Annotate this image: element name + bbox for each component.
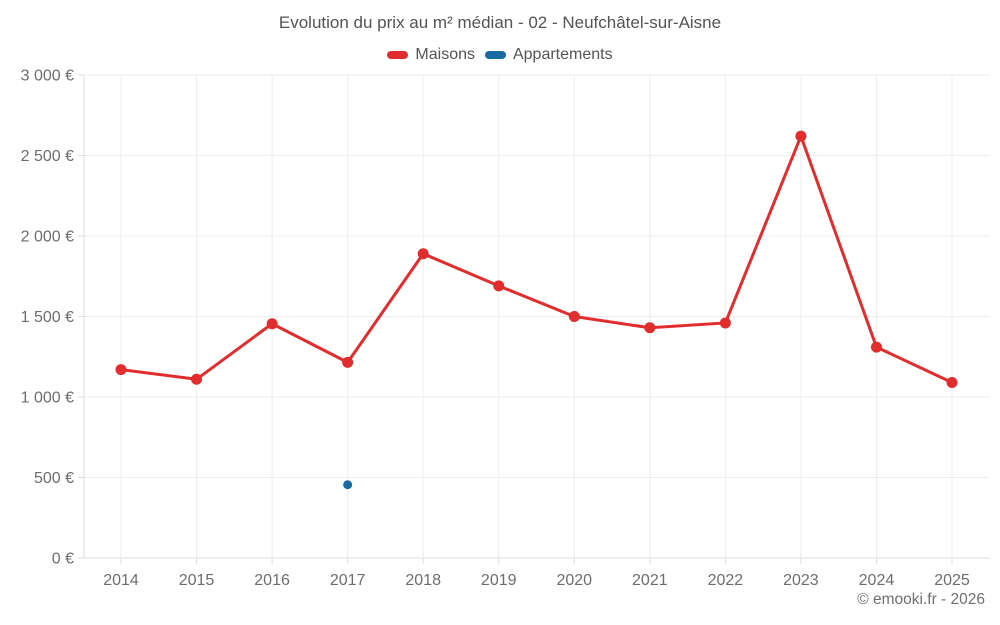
x-axis-tick-label: 2020 — [556, 572, 592, 589]
y-axis-tick-label: 2 500 € — [21, 148, 74, 165]
legend-swatch-maisons-icon — [387, 51, 409, 59]
series-line-maisons — [119, 134, 954, 385]
data-point-maisons-2025[interactable] — [946, 377, 958, 389]
x-axis-tick-label: 2024 — [859, 572, 895, 589]
chart-legend: Maisons Appartements — [0, 45, 1000, 65]
legend-label-maisons: Maisons — [415, 46, 475, 63]
x-axis-tick-label: 2021 — [632, 572, 668, 589]
data-point-maisons-2014[interactable] — [115, 364, 127, 376]
legend-item-maisons[interactable]: Maisons — [387, 46, 475, 64]
x-axis-tick-label: 2015 — [179, 572, 215, 589]
y-axis-tick-label: 2 000 € — [21, 229, 74, 246]
y-axis-tick-label: 0 € — [52, 551, 74, 568]
x-axis-tick-label: 2025 — [934, 572, 970, 589]
data-point-appartements-2017[interactable] — [343, 480, 353, 490]
y-axis-tick-label: 500 € — [34, 470, 74, 487]
legend-label-appartements: Appartements — [512, 46, 613, 63]
x-axis-tick-label: 2018 — [405, 572, 441, 589]
x-axis-tick-label: 2019 — [481, 572, 517, 589]
y-axis-tick-label: 1 500 € — [21, 309, 74, 326]
data-point-maisons-2020[interactable] — [568, 311, 580, 322]
x-axis-tick-label: 2016 — [254, 572, 290, 589]
y-axis-tick-label: 1 000 € — [21, 390, 74, 407]
x-axis-tick-label: 2022 — [708, 572, 744, 589]
chart-title: Evolution du prix au m² médian - 02 - Ne… — [278, 13, 722, 32]
data-point-maisons-2019[interactable] — [493, 280, 505, 292]
data-point-maisons-2023[interactable] — [795, 130, 807, 142]
copyright-text: © emooki.fr - 2026 — [857, 591, 985, 608]
legend-swatch-appartements-icon — [484, 51, 506, 59]
data-point-maisons-2018[interactable] — [417, 248, 429, 260]
x-axis-tick-label: 2014 — [103, 572, 139, 589]
y-axis-tick-label: 3 000 € — [21, 68, 74, 85]
data-point-maisons-2024[interactable] — [870, 341, 882, 353]
data-point-maisons-2022[interactable] — [719, 317, 731, 329]
data-point-maisons-2017[interactable] — [342, 356, 354, 368]
data-point-maisons-2021[interactable] — [644, 322, 656, 334]
x-axis-tick-label: 2017 — [330, 572, 366, 589]
legend-item-appartements[interactable]: Appartements — [484, 46, 613, 64]
data-point-maisons-2015[interactable] — [191, 373, 203, 385]
x-axis-tick-label: 2023 — [783, 572, 819, 589]
data-point-maisons-2016[interactable] — [266, 318, 278, 330]
